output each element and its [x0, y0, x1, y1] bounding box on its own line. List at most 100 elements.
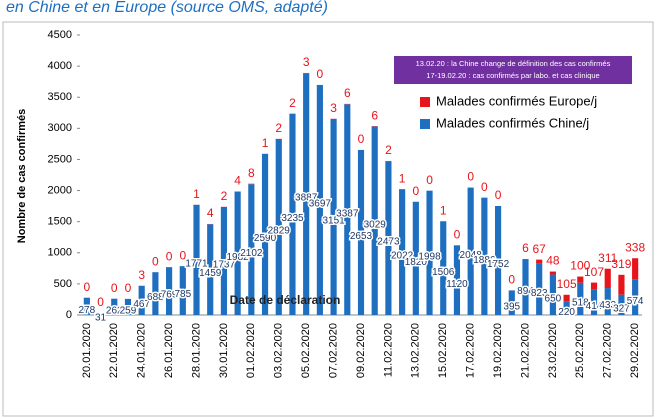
- data-label: 262: [106, 305, 123, 316]
- bar-segment: [632, 279, 639, 315]
- x-tick-label: 15.02.2020: [437, 323, 449, 378]
- x-tick-label: 07.02.2020: [327, 323, 339, 378]
- x-tick-label: 25.02.2020: [574, 323, 586, 378]
- data-label: 3151: [322, 216, 345, 227]
- bar-segment: [289, 113, 296, 315]
- data-label: 0: [179, 248, 186, 262]
- bar-segment: [426, 190, 433, 315]
- bar-segment: [207, 224, 214, 315]
- data-label: 0: [508, 273, 515, 287]
- data-label: 3: [303, 55, 310, 69]
- bar-segment: [111, 298, 118, 315]
- data-label: 433: [599, 300, 616, 311]
- x-tick-label: 26.01.2020: [163, 323, 175, 378]
- data-label: 3: [138, 268, 145, 282]
- data-label: 2022: [391, 251, 414, 262]
- data-label: 327: [613, 303, 630, 314]
- y-tick-label: 3000: [48, 122, 72, 134]
- data-label: 3235: [281, 213, 304, 224]
- data-label: 1506: [432, 267, 455, 278]
- bar-segment: [494, 205, 502, 315]
- bar-segment: [371, 126, 378, 315]
- bar-segment: [303, 73, 310, 316]
- legend-swatch: [420, 97, 430, 107]
- data-label: 395: [503, 301, 520, 312]
- x-axis-label: Date de déclaration: [230, 293, 341, 307]
- data-label: 67: [533, 242, 547, 256]
- data-label: 823: [531, 288, 548, 299]
- y-tick-label: 3500: [48, 91, 72, 103]
- data-label: 278: [79, 305, 96, 316]
- x-tick-label: 28.01.2020: [190, 323, 202, 378]
- data-label: 0: [111, 281, 118, 295]
- bar-segment: [440, 221, 447, 315]
- data-label: 414: [586, 301, 603, 312]
- x-tick-label: 05.02.2020: [300, 323, 312, 378]
- data-label: 1120: [446, 279, 468, 290]
- annotation-text: 17-19.02.20 : cas confirmés par labo. et…: [426, 71, 599, 80]
- bar-segment: [563, 301, 570, 315]
- bar-segment: [261, 153, 269, 315]
- data-label: 6: [371, 108, 378, 122]
- x-tick-label: 17.02.2020: [465, 323, 477, 378]
- data-label: 0: [97, 295, 104, 309]
- bar-segment: [522, 259, 529, 315]
- bar-segment: [124, 298, 132, 315]
- bar-segment: [577, 276, 584, 283]
- data-label: 48: [546, 254, 560, 268]
- data-label: 785: [174, 289, 191, 300]
- bar-segment: [357, 149, 365, 315]
- annotation-text: 13.02.20 : la Chine change de définition…: [416, 59, 611, 68]
- y-tick-label: 2500: [48, 153, 72, 165]
- chart-frame: [2, 21, 654, 417]
- x-tick-label: 29.02.2020: [629, 323, 641, 378]
- y-axis-label: Nombre de cas confirmés: [16, 109, 28, 244]
- bar-segment: [590, 289, 598, 315]
- y-tick-label: 500: [54, 278, 72, 290]
- data-label: 107: [584, 265, 604, 279]
- bar-segment: [632, 258, 639, 280]
- x-tick-label: 22.01.2020: [108, 323, 120, 378]
- bar-segment: [536, 259, 543, 264]
- data-label: 6: [344, 86, 351, 100]
- x-tick-label: 11.02.2020: [382, 323, 394, 377]
- x-tick-label: 01.02.2020: [245, 323, 257, 378]
- data-label: 3: [330, 101, 337, 115]
- bar-segment: [577, 282, 584, 315]
- bar-segment: [344, 104, 351, 316]
- data-label: 1752: [487, 259, 510, 270]
- legend-swatch: [420, 119, 430, 129]
- data-label: 3387: [336, 208, 359, 219]
- bar-segment: [399, 189, 406, 315]
- x-tick-label: 20.01.2020: [81, 323, 93, 378]
- bar-segment: [83, 297, 90, 315]
- bar-segment: [248, 184, 255, 315]
- x-tick-label: 27.02.2020: [602, 323, 614, 378]
- data-label: 2102: [240, 248, 263, 259]
- bar-segment: [549, 271, 556, 275]
- x-tick-label: 19.02.2020: [492, 323, 504, 378]
- data-label: 2: [289, 96, 296, 110]
- data-label: 4: [207, 206, 214, 220]
- data-label: 1886: [473, 255, 496, 266]
- legend-label: Malades confirmés Europe/j: [436, 93, 597, 108]
- data-label: 4: [234, 174, 241, 188]
- bar-segment: [193, 204, 200, 315]
- bar-segment: [590, 282, 598, 290]
- data-label: 3029: [364, 219, 387, 230]
- data-label: 2473: [377, 237, 400, 248]
- data-label: 769: [161, 290, 178, 301]
- data-label: 105: [557, 277, 577, 291]
- data-label: 3887: [295, 193, 318, 204]
- bar-segment: [618, 274, 625, 295]
- data-label: 0: [481, 180, 488, 194]
- bar-segment: [179, 266, 186, 315]
- y-tick-label: 2000: [48, 184, 72, 196]
- bar-segment: [275, 138, 282, 315]
- data-label: 0: [152, 254, 159, 268]
- bar-segment: [152, 272, 159, 315]
- y-tick-label: 0: [66, 309, 72, 321]
- y-tick-label: 1500: [48, 216, 72, 228]
- data-label: 311: [598, 251, 617, 265]
- data-label: 2590: [254, 233, 277, 244]
